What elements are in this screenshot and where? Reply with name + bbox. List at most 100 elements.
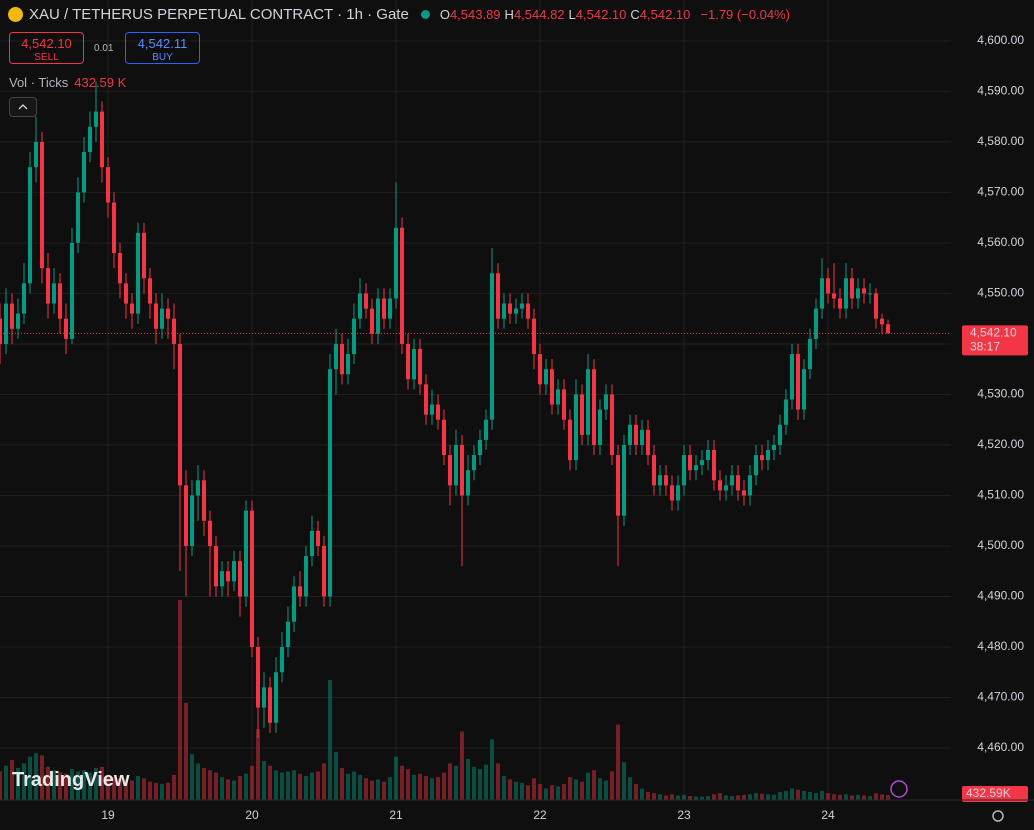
- candle-body: [75, 192, 81, 243]
- volume-bar: [597, 778, 603, 800]
- candle-body: [255, 646, 261, 708]
- legend-value: 4,543.89: [449, 7, 501, 22]
- candle-body: [669, 485, 675, 501]
- buy-button[interactable]: 4,542.11 BUY: [125, 32, 200, 64]
- title: XAU / TETHERUS PERPETUAL CONTRACT · 1h ·…: [29, 6, 409, 23]
- candle-body: [45, 268, 51, 304]
- y-tick-label: 4,470.00: [977, 690, 1024, 704]
- y-tick-label: 4,550.00: [977, 286, 1024, 300]
- volume-bar: [651, 793, 657, 800]
- volume-bar: [195, 763, 201, 800]
- candle-body: [771, 444, 777, 450]
- candle-body: [435, 404, 441, 420]
- volume-bar: [861, 795, 867, 800]
- volume-bar: [801, 790, 807, 800]
- candle-body: [381, 298, 387, 319]
- candle-body: [351, 318, 357, 355]
- sell-button[interactable]: 4,542.10 SELL: [9, 32, 84, 64]
- volume-bar: [255, 729, 261, 800]
- candle-body: [483, 419, 489, 440]
- candle-body: [39, 141, 45, 269]
- candle-body: [189, 495, 195, 546]
- candle-body: [459, 444, 465, 496]
- candle-body: [549, 369, 555, 405]
- volume-bar: [885, 795, 891, 800]
- volume-bar: [351, 771, 357, 800]
- candle-body: [363, 293, 369, 309]
- volume-bar: [447, 763, 453, 800]
- volume-bar: [747, 794, 753, 800]
- candle-body: [609, 394, 615, 456]
- sell-price: 4,542.10: [21, 36, 72, 51]
- legend-value: 4,542.10: [575, 7, 627, 22]
- candle-body: [369, 308, 375, 334]
- y-tick-label: 4,480.00: [977, 639, 1024, 653]
- volume-bar: [579, 781, 585, 800]
- candle-body: [657, 475, 663, 486]
- candle-body: [753, 455, 759, 476]
- candle-body: [327, 369, 333, 597]
- volume-bar: [657, 794, 663, 800]
- legend-key: O: [439, 7, 450, 22]
- candle-body: [777, 424, 783, 445]
- candle-body: [861, 288, 867, 294]
- volume-bar: [75, 771, 81, 800]
- candle-body: [9, 303, 15, 329]
- volume-bar: [117, 778, 123, 800]
- collapse-button[interactable]: [9, 97, 37, 117]
- candle-body: [63, 318, 69, 339]
- volume-bar: [639, 788, 645, 800]
- candle-body: [195, 480, 201, 496]
- x-tick-label: 23: [677, 808, 691, 822]
- volume-bar: [237, 776, 243, 800]
- x-tick-label: 20: [245, 808, 259, 822]
- last-price-box: [962, 325, 1028, 356]
- candle-body: [537, 354, 543, 385]
- candle-body: [3, 303, 9, 344]
- candle-body: [567, 419, 573, 461]
- volume-bar: [261, 761, 267, 800]
- volume-bar: [453, 765, 459, 800]
- legend-value: 4,542.10: [639, 7, 691, 22]
- volume-bar: [477, 769, 483, 800]
- candle-body: [153, 303, 159, 329]
- volume-bar: [867, 796, 873, 800]
- volume-bar: [147, 781, 153, 800]
- x-tick-label: 21: [389, 808, 403, 822]
- candle-body: [621, 444, 627, 516]
- candle-body: [543, 369, 549, 385]
- candle-body: [471, 455, 477, 471]
- volume-bar: [537, 784, 543, 800]
- volume-bar: [621, 762, 627, 800]
- volume-bar: [441, 772, 447, 800]
- y-tick-label: 4,490.00: [977, 589, 1024, 603]
- candle-body: [561, 389, 567, 420]
- candle-body: [513, 308, 519, 314]
- volume-bar: [177, 600, 183, 800]
- status-dot: [420, 10, 430, 19]
- volume-bar: [561, 784, 567, 800]
- candle-body: [813, 308, 819, 339]
- volume-bar: [213, 772, 219, 800]
- candle-body: [837, 298, 843, 309]
- candle-body: [573, 394, 579, 461]
- volume-bar: [123, 779, 129, 800]
- candle-body: [417, 348, 423, 385]
- volume-bar: [183, 702, 189, 800]
- candle-body: [723, 485, 729, 491]
- volume-bar: [723, 795, 729, 800]
- volume-bar: [717, 793, 723, 800]
- candle-body: [0, 318, 3, 344]
- candle-body: [147, 278, 153, 304]
- candle-body: [717, 480, 723, 491]
- volume-bar: [297, 773, 303, 800]
- candle-body: [291, 586, 297, 622]
- candle-body: [33, 141, 39, 168]
- volume-bar: [333, 752, 339, 800]
- volume-bar: [243, 773, 249, 800]
- candle-body: [843, 278, 849, 309]
- volume-bar: [609, 771, 615, 800]
- volume-bar: [471, 766, 477, 800]
- legend-key: H: [504, 7, 514, 22]
